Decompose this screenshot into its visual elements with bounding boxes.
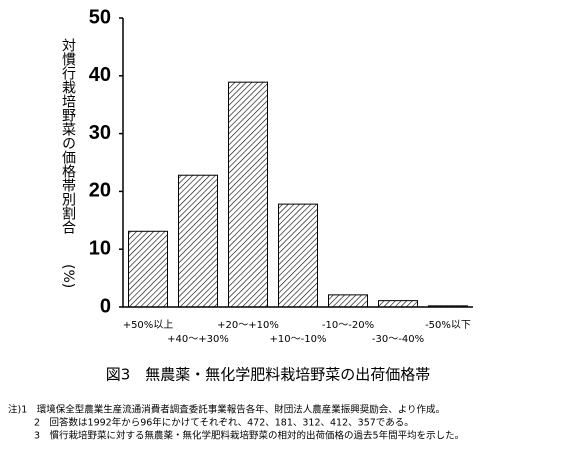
y-axis-label: 対慣行栽培野菜の価格帯別割合 bbox=[60, 38, 76, 234]
x-tick-label: +20～+10% bbox=[217, 320, 279, 331]
y-tick-label: 40 bbox=[89, 64, 111, 86]
chart-title: 図3 無農薬・無化学肥料栽培野菜の出荷価格帯 bbox=[106, 366, 431, 384]
bar bbox=[128, 230, 168, 308]
note: 2 回答数は1992年から96年にかけてそれぞれ、472、181、312、412… bbox=[34, 417, 414, 429]
x-tick-label: -50%以下 bbox=[425, 320, 471, 331]
y-tick-label: 0 bbox=[100, 295, 111, 317]
bar bbox=[178, 174, 218, 308]
bar bbox=[328, 294, 368, 308]
x-tick-label: -30～-40% bbox=[372, 334, 424, 345]
bar bbox=[228, 81, 268, 308]
y-tick-label: 20 bbox=[89, 180, 111, 202]
bar bbox=[428, 305, 468, 308]
x-tick-label: -10～-20% bbox=[322, 320, 374, 331]
note: 3 慣行栽培野菜に対する無農薬・無化学肥料栽培野菜の相対的出荷価格の過去5年間平… bbox=[34, 430, 464, 442]
x-tick-label: +40～+30% bbox=[167, 334, 229, 345]
y-axis-unit: (%) bbox=[60, 264, 76, 288]
x-tick-label: +10～-10% bbox=[270, 334, 327, 345]
x-tick-label: +50%以上 bbox=[123, 319, 174, 331]
bar bbox=[278, 203, 318, 308]
y-tick-label: 10 bbox=[89, 237, 111, 259]
bar bbox=[378, 300, 418, 308]
y-tick-label: 30 bbox=[89, 122, 111, 144]
note: 注)1 環境保全型農業生産流通消費者調査委託事業報告各年、財団法人農産業振興奨励… bbox=[8, 404, 445, 416]
y-tick-label: 50 bbox=[89, 6, 111, 28]
